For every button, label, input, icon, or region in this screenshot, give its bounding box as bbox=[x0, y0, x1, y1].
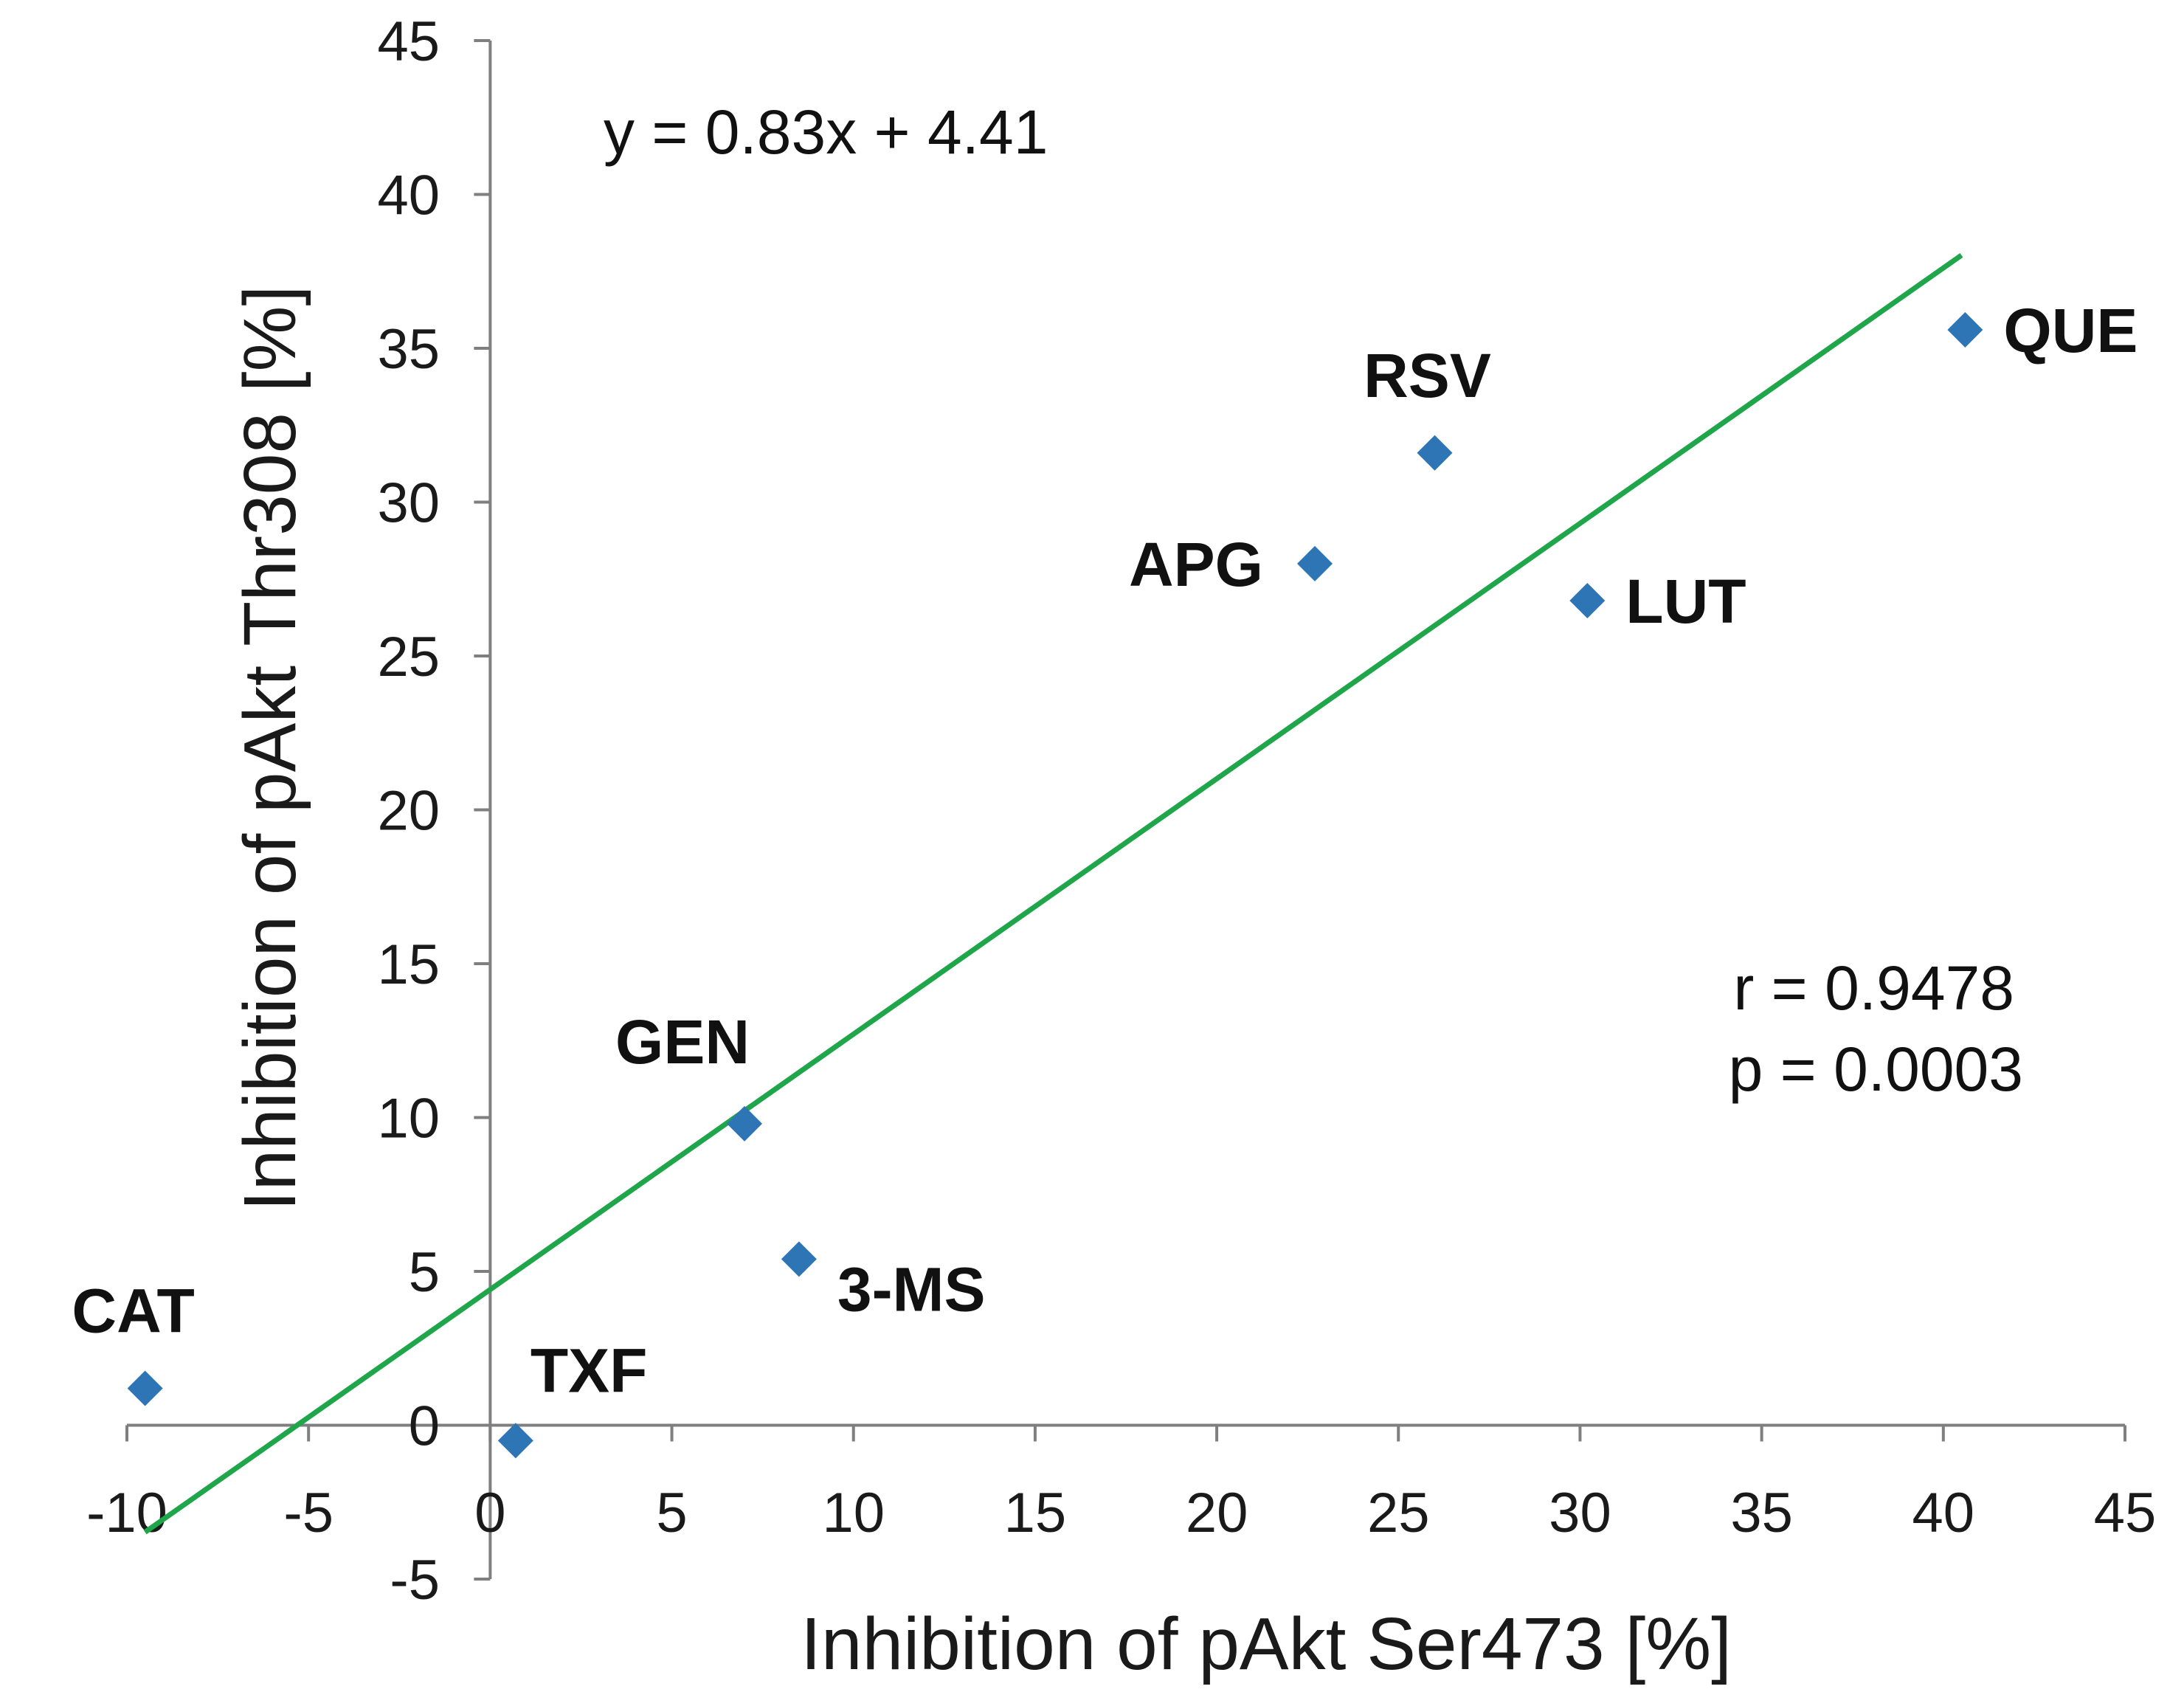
x-tick-label: 35 bbox=[1730, 1482, 1793, 1544]
x-tick-label: 5 bbox=[656, 1482, 687, 1544]
x-axis-title: Inhibition of pAkt Ser473 [%] bbox=[801, 1603, 1732, 1685]
point-label-gen: GEN bbox=[615, 1007, 750, 1077]
x-ticks: -10 -5 0 5 10 15 20 25 30 35 40 45 bbox=[86, 1425, 2157, 1544]
y-tick-label: 15 bbox=[377, 933, 440, 996]
y-tick-label: 10 bbox=[377, 1088, 440, 1150]
data-point-3-ms bbox=[781, 1241, 817, 1277]
x-tick-label: 15 bbox=[1004, 1482, 1067, 1544]
data-points: CAT TXF GEN 3-MS APG RSV LUT QUE bbox=[72, 296, 2138, 1459]
data-point-que bbox=[1947, 311, 1983, 348]
y-axis-title: Inhibition of pAkt Thr308 [%] bbox=[229, 286, 311, 1211]
y-tick-label: -5 bbox=[390, 1549, 440, 1612]
point-label-txf: TXF bbox=[531, 1336, 648, 1405]
y-tick-label: 0 bbox=[409, 1395, 440, 1458]
data-point-cat bbox=[127, 1370, 163, 1406]
data-point-apg bbox=[1297, 545, 1333, 581]
axes: -10 -5 0 5 10 15 20 25 30 35 40 45 -5 0 5 10 15 20 25 30 35… bbox=[86, 10, 2156, 1612]
x-tick-label: 0 bbox=[474, 1482, 505, 1544]
p-value: p = 0.0003 bbox=[1729, 1035, 2023, 1104]
y-tick-label: 5 bbox=[409, 1241, 440, 1304]
y-ticks: -5 0 5 10 15 20 25 30 35 40 45 bbox=[377, 10, 491, 1612]
y-tick-label: 25 bbox=[377, 626, 440, 688]
point-label-3-ms: 3-MS bbox=[837, 1254, 986, 1324]
x-tick-label: 40 bbox=[1912, 1482, 1975, 1544]
point-label-que: QUE bbox=[2003, 296, 2138, 365]
x-tick-label: -5 bbox=[283, 1482, 334, 1544]
point-label-cat: CAT bbox=[72, 1276, 194, 1345]
y-tick-label: 20 bbox=[377, 780, 440, 843]
trendline bbox=[143, 252, 1963, 1535]
point-label-lut: LUT bbox=[1625, 567, 1746, 636]
y-tick-label: 45 bbox=[377, 10, 440, 73]
x-tick-label: 25 bbox=[1367, 1482, 1430, 1544]
y-tick-label: 30 bbox=[377, 472, 440, 535]
x-tick-label: 30 bbox=[1549, 1482, 1611, 1544]
y-tick-label: 35 bbox=[377, 318, 440, 381]
correlation-r: r = 0.9478 bbox=[1733, 953, 2014, 1023]
x-tick-label: -10 bbox=[86, 1482, 167, 1544]
data-point-rsv bbox=[1417, 435, 1453, 471]
point-label-apg: APG bbox=[1129, 530, 1263, 599]
x-tick-label: 45 bbox=[2094, 1482, 2157, 1544]
point-label-rsv: RSV bbox=[1364, 341, 1491, 410]
x-tick-label: 20 bbox=[1186, 1482, 1248, 1544]
trendline-equation: y = 0.83x + 4.41 bbox=[604, 97, 1048, 167]
y-tick-label: 40 bbox=[377, 165, 440, 227]
data-point-lut bbox=[1569, 582, 1606, 618]
data-point-gen bbox=[727, 1105, 763, 1142]
data-point-txf bbox=[497, 1423, 533, 1459]
trendline-group bbox=[143, 252, 1963, 1535]
x-tick-label: 10 bbox=[822, 1482, 885, 1544]
